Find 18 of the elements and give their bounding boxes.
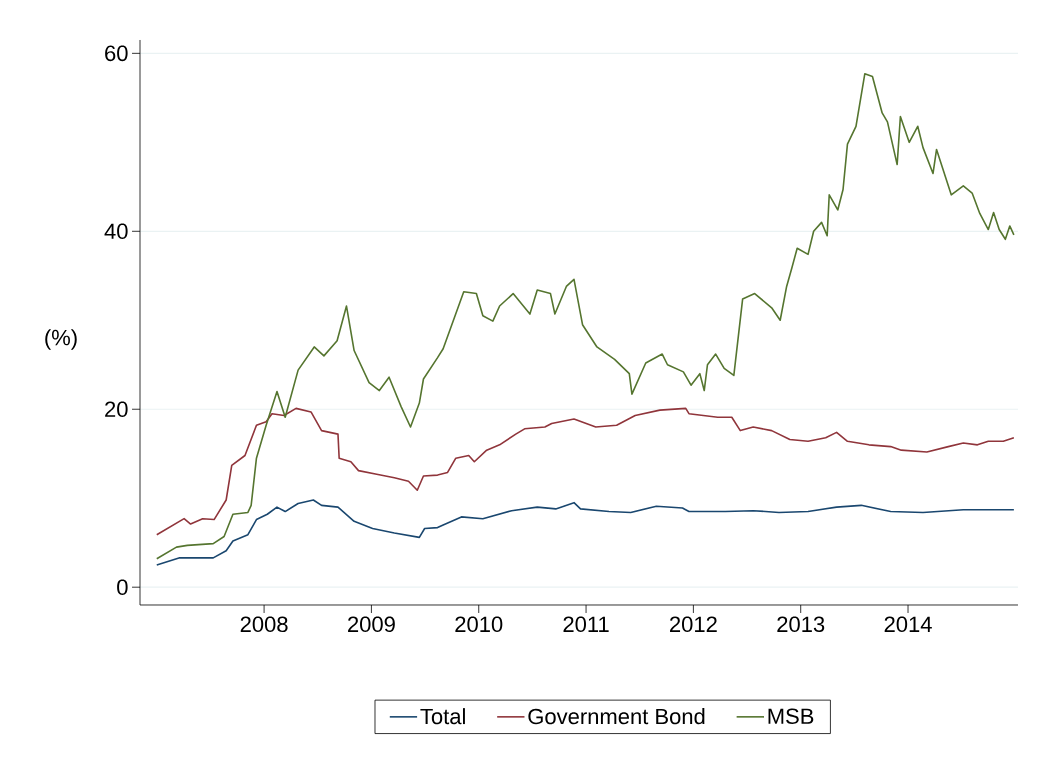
x-tick-label: 2014 [884, 616, 932, 633]
y-tick-label: 40 [104, 223, 128, 240]
x-tick-label: 2009 [348, 616, 395, 633]
legend-label: MSB [768, 708, 814, 724]
x-tick-label: 2008 [240, 616, 288, 633]
line-series [155, 407, 1015, 536]
line-series [155, 73, 1015, 560]
line-series [155, 499, 1015, 566]
x-tick-label: 2013 [777, 616, 825, 633]
x-tick-label: 2011 [563, 616, 609, 633]
y-tick-label: 0 [117, 579, 128, 595]
x-tick-label: 2010 [455, 616, 503, 633]
x-tick-label: 2012 [670, 616, 717, 633]
y-tick-label: 60 [105, 45, 128, 62]
legend-label: Total [420, 708, 465, 725]
y-tick-label: 20 [105, 401, 128, 418]
y-axis-title: (%) [45, 329, 77, 350]
legend-label: Government Bond [528, 708, 705, 725]
